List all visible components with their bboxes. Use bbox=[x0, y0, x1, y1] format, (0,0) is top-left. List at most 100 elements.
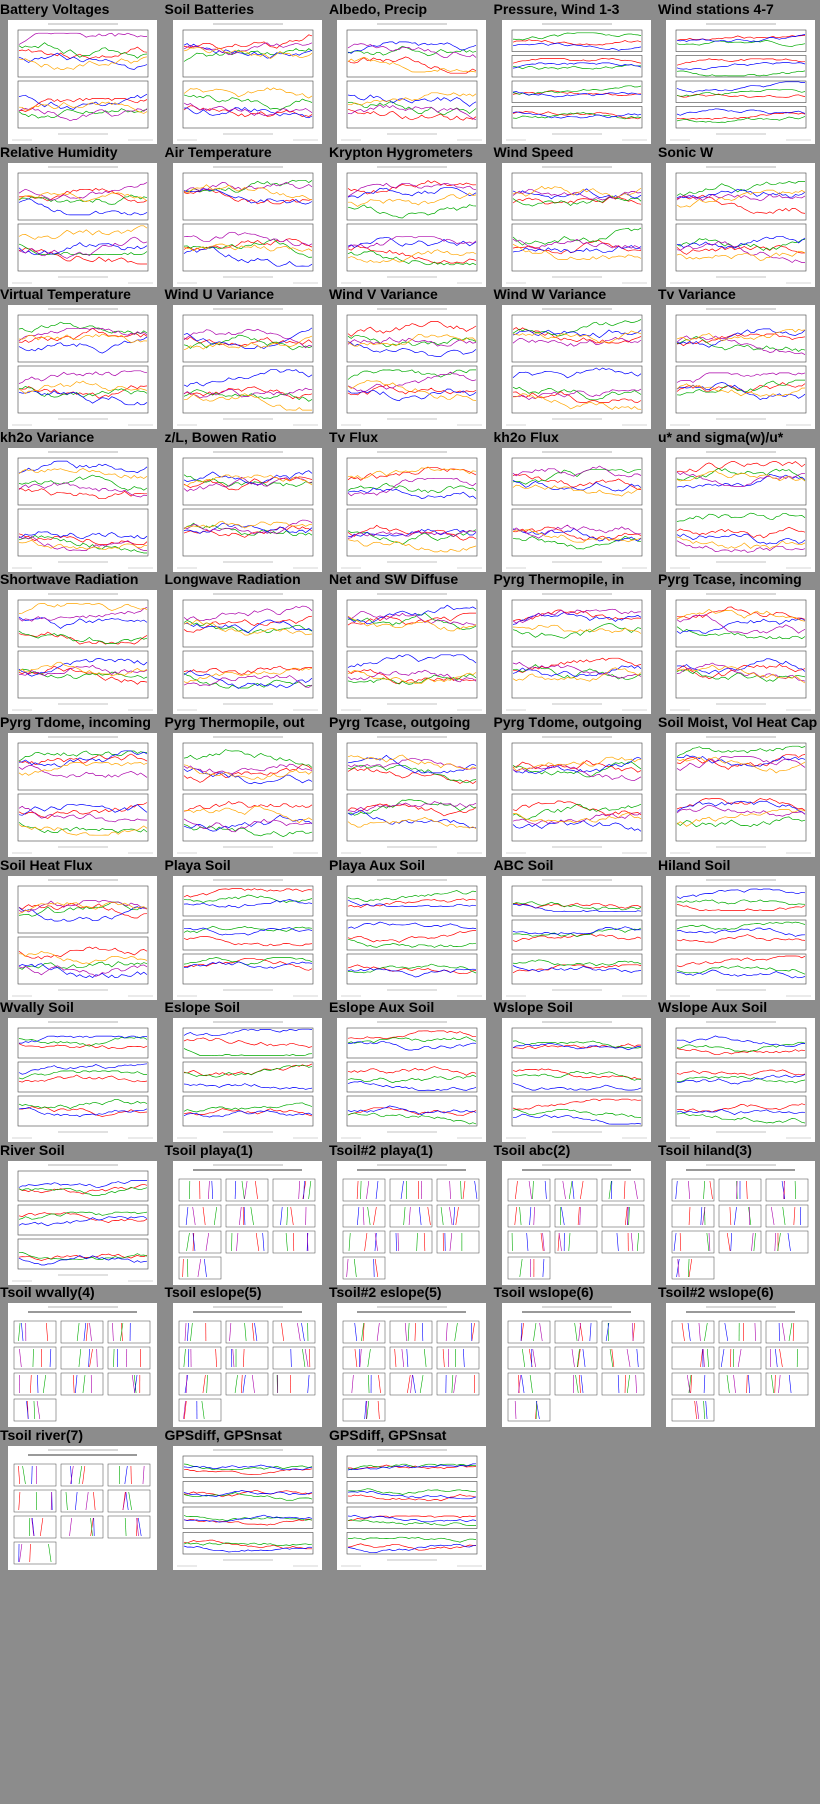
plot-thumbnail-image bbox=[176, 23, 318, 141]
plot-thumbnail-pyrg-tdome-outgoing[interactable] bbox=[501, 733, 651, 857]
plot-thumbnail-image bbox=[176, 166, 318, 283]
plot-cell: Tsoil hiland(3) bbox=[658, 1141, 815, 1285]
plot-thumbnail-relative-humidity[interactable] bbox=[8, 162, 157, 287]
plot-thumbnail-image bbox=[505, 308, 647, 426]
plot-thumbnail-u-and-sigma-w-u[interactable] bbox=[666, 447, 815, 572]
plot-thumbnail-image bbox=[507, 1306, 644, 1422]
plot-title: Wind U Variance bbox=[164, 286, 275, 303]
plot-thumbnail-tsoil-hiland-3[interactable] bbox=[666, 1160, 815, 1285]
plot-thumbnail-river-soil[interactable] bbox=[8, 1160, 157, 1285]
plot-thumbnail-virtual-temperature[interactable] bbox=[8, 305, 157, 430]
plot-thumbnail-tsoil-2-playa-1[interactable] bbox=[337, 1160, 486, 1285]
plot-thumbnail-gpsdiff-gpsnsat[interactable] bbox=[337, 1446, 486, 1570]
plot-title: Albedo, Precip bbox=[329, 1, 428, 17]
plot-thumbnail-abc-soil[interactable] bbox=[501, 875, 651, 1000]
plot-thumbnail-hiland-soil[interactable] bbox=[666, 875, 815, 1000]
plot-thumbnail-albedo-precip[interactable] bbox=[337, 20, 486, 144]
plot-title: Soil Heat Flux bbox=[0, 856, 93, 873]
plot-thumbnail-eslope-aux-soil[interactable] bbox=[337, 1018, 486, 1143]
plot-thumbnail-tsoil-wslope-6[interactable] bbox=[501, 1303, 651, 1428]
plot-title: Eslope Soil bbox=[164, 999, 240, 1016]
plot-title: Wind V Variance bbox=[329, 286, 438, 303]
plot-title: Pyrg Thermopile, out bbox=[164, 714, 305, 730]
plot-cell: Wind stations 4-7 bbox=[658, 0, 815, 144]
plot-thumbnail-krypton-hygrometers[interactable] bbox=[337, 162, 486, 287]
plot-thumbnail-pyrg-thermopile-in[interactable] bbox=[501, 590, 651, 715]
plot-cell: Playa Soil bbox=[165, 856, 322, 1000]
plot-thumbnail-kh2o-flux[interactable] bbox=[501, 447, 651, 572]
plot-thumbnail-wind-stations-4-7[interactable] bbox=[666, 20, 815, 144]
plot-thumbnail-playa-aux-soil[interactable] bbox=[337, 875, 486, 1000]
plot-title: Tsoil#2 wslope(6) bbox=[658, 1284, 774, 1301]
plot-title: Soil Batteries bbox=[164, 1, 254, 17]
plot-cell: Soil Batteries bbox=[165, 0, 322, 144]
plot-cell: Tsoil#2 eslope(5) bbox=[329, 1283, 486, 1428]
plot-cell: Net and SW Diffuse bbox=[329, 570, 486, 715]
plot-cell: Relative Humidity bbox=[0, 143, 157, 287]
plot-cell: Pyrg Tdome, incoming bbox=[0, 713, 157, 857]
plot-title: Hiland Soil bbox=[658, 856, 731, 873]
plot-thumbnail-pyrg-tcase-incoming[interactable] bbox=[666, 590, 815, 715]
plot-cell: Playa Aux Soil bbox=[329, 856, 486, 1000]
plot-thumbnail-image bbox=[670, 736, 811, 854]
plot-thumbnail-soil-heat-flux[interactable] bbox=[8, 875, 157, 1000]
plot-thumbnail-pyrg-tdome-incoming[interactable] bbox=[8, 733, 157, 857]
plot-thumbnail-image bbox=[342, 1306, 480, 1422]
plot-thumbnail-wind-speed[interactable] bbox=[501, 162, 651, 287]
plot-thumbnail-image bbox=[176, 593, 318, 711]
plot-thumbnail-air-temperature[interactable] bbox=[172, 162, 322, 287]
plot-thumbnail-kh2o-variance[interactable] bbox=[8, 447, 157, 572]
plot-thumbnail-z-l-bowen-ratio[interactable] bbox=[172, 447, 322, 572]
plot-title: Tsoil eslope(5) bbox=[164, 1284, 262, 1301]
plot-cell: u* and sigma(w)/u* bbox=[658, 428, 815, 572]
plot-thumbnail-wslope-soil[interactable] bbox=[501, 1018, 651, 1143]
plot-title: Playa Soil bbox=[164, 856, 231, 873]
plot-thumbnail-tsoil-2-wslope-6[interactable] bbox=[666, 1303, 815, 1428]
plot-cell: Tsoil abc(2) bbox=[494, 1141, 651, 1285]
plot-cell: kh2o Flux bbox=[494, 428, 651, 572]
plot-thumbnail-pressure-wind-1-3[interactable] bbox=[501, 20, 651, 144]
plot-thumbnail-image bbox=[505, 879, 647, 996]
plot-title: Wind Speed bbox=[493, 143, 574, 160]
plot-thumbnail-image bbox=[670, 1021, 811, 1139]
plot-thumbnail-image bbox=[176, 736, 318, 854]
plot-thumbnail-wind-w-variance[interactable] bbox=[501, 305, 651, 430]
plot-thumbnail-playa-soil[interactable] bbox=[172, 875, 322, 1000]
plot-thumbnail-pyrg-tcase-outgoing[interactable] bbox=[337, 733, 486, 857]
plot-thumbnail-soil-batteries[interactable] bbox=[172, 20, 322, 144]
plot-thumbnail-image bbox=[341, 879, 482, 996]
plot-thumbnail-image bbox=[670, 451, 811, 569]
plot-thumbnail-image bbox=[13, 1306, 151, 1422]
plot-title: ABC Soil bbox=[493, 856, 554, 873]
plot-thumbnail-eslope-soil[interactable] bbox=[172, 1018, 322, 1143]
plot-cell: Air Temperature bbox=[165, 143, 322, 287]
plot-thumbnail-image bbox=[341, 1021, 482, 1139]
plot-thumbnail-wind-v-variance[interactable] bbox=[337, 305, 486, 430]
plot-thumbnail-tsoil-river-7[interactable] bbox=[8, 1446, 157, 1570]
plot-thumbnail-tsoil-abc-2[interactable] bbox=[501, 1160, 651, 1285]
plot-cell: Tsoil#2 playa(1) bbox=[329, 1141, 486, 1285]
plot-thumbnail-wslope-aux-soil[interactable] bbox=[666, 1018, 815, 1143]
plot-cell: Albedo, Precip bbox=[329, 0, 486, 144]
plot-thumbnail-longwave-radiation[interactable] bbox=[172, 590, 322, 715]
plot-thumbnail-tsoil-wvally-4[interactable] bbox=[8, 1303, 157, 1428]
plot-thumbnail-tv-flux[interactable] bbox=[337, 447, 486, 572]
plot-thumbnail-tsoil-2-eslope-5[interactable] bbox=[337, 1303, 486, 1428]
plot-thumbnail-soil-moist-vol-heat-cap[interactable] bbox=[666, 733, 815, 857]
plot-thumbnail-net-and-sw-diffuse[interactable] bbox=[337, 590, 486, 715]
plot-thumbnail-tsoil-eslope-5[interactable] bbox=[172, 1303, 322, 1428]
plot-thumbnail-pyrg-thermopile-out[interactable] bbox=[172, 733, 322, 857]
plot-cell: Wind W Variance bbox=[494, 285, 651, 430]
plot-thumbnail-gpsdiff-gpsnsat[interactable] bbox=[172, 1446, 322, 1570]
plot-title: Krypton Hygrometers bbox=[329, 143, 473, 160]
plot-cell: Eslope Aux Soil bbox=[329, 998, 486, 1143]
plot-thumbnail-shortwave-radiation[interactable] bbox=[8, 590, 157, 715]
plot-thumbnail-tv-variance[interactable] bbox=[666, 305, 815, 430]
plot-thumbnail-wvally-soil[interactable] bbox=[8, 1018, 157, 1143]
plot-thumbnail-image bbox=[505, 593, 647, 711]
plot-thumbnail-image bbox=[670, 593, 811, 711]
plot-thumbnail-tsoil-playa-1[interactable] bbox=[172, 1160, 322, 1285]
plot-thumbnail-wind-u-variance[interactable] bbox=[172, 305, 322, 430]
plot-thumbnail-battery-voltages[interactable] bbox=[8, 20, 157, 144]
plot-thumbnail-sonic-w[interactable] bbox=[666, 162, 815, 287]
